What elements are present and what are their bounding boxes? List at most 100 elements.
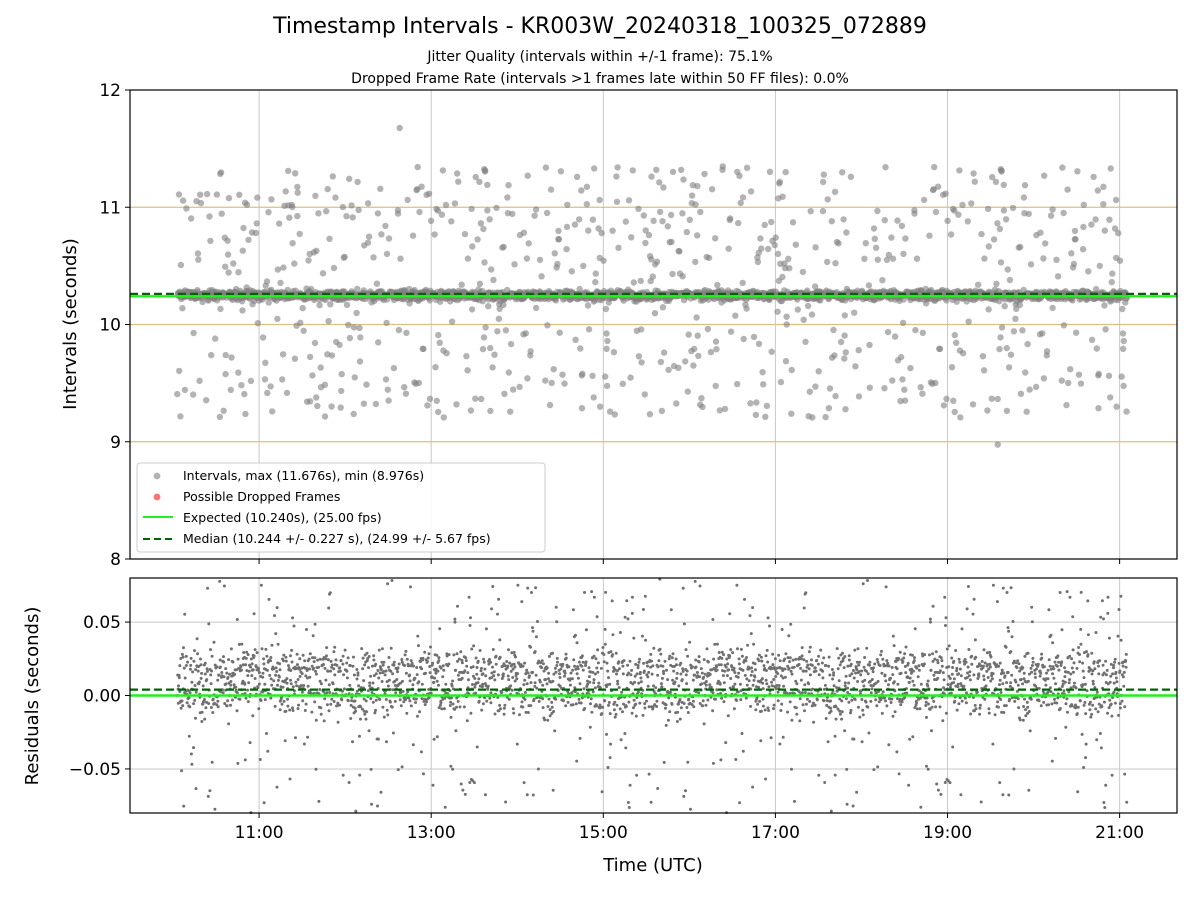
residual-point (380, 647, 384, 651)
residual-point (457, 657, 461, 661)
residual-point (611, 633, 615, 637)
residual-point (265, 732, 268, 735)
interval-point (1047, 212, 1055, 219)
interval-point (934, 183, 942, 190)
residual-point (649, 652, 653, 656)
residual-point (229, 703, 232, 707)
residual-point (392, 663, 396, 667)
residual-point (792, 665, 796, 669)
residual-point (823, 781, 827, 784)
interval-point (664, 223, 671, 230)
interval-point (758, 245, 765, 252)
interval-point (217, 305, 224, 313)
interval-point (511, 261, 518, 268)
residual-point (390, 579, 394, 582)
residual-point (510, 688, 514, 692)
residual-point (291, 706, 294, 710)
residual-point (715, 665, 718, 669)
residual-point (206, 586, 210, 590)
residual-point (234, 685, 238, 689)
interval-point (238, 382, 245, 389)
residual-point (435, 653, 439, 657)
residual-point (502, 706, 506, 710)
residual-point (222, 655, 225, 659)
residual-point (617, 660, 621, 664)
residual-point (302, 684, 306, 687)
residual-point (836, 667, 840, 671)
residual-point (711, 618, 715, 621)
interval-point (667, 211, 675, 219)
residual-point (348, 683, 352, 687)
residual-point (639, 676, 643, 680)
residual-point (334, 658, 338, 662)
interval-point (1090, 173, 1097, 181)
residual-point (632, 698, 636, 702)
interval-point (461, 230, 469, 238)
residual-point (244, 696, 248, 700)
residual-point (380, 680, 384, 683)
interval-point (956, 167, 963, 174)
residual-point (429, 691, 433, 695)
residual-point (285, 677, 289, 681)
residual-point (206, 794, 210, 798)
residual-point (481, 702, 485, 706)
interval-point (294, 189, 301, 196)
interval-point (603, 345, 610, 352)
interval-point (680, 176, 687, 183)
residual-point (437, 656, 441, 660)
interval-point (936, 345, 944, 353)
interval-point (840, 216, 847, 223)
interval-point (550, 366, 557, 373)
interval-point (291, 260, 298, 267)
residual-point (580, 654, 584, 658)
residual-point (525, 793, 529, 797)
residual-point (338, 703, 341, 707)
residual-point (559, 667, 563, 671)
residual-point (359, 717, 362, 721)
interval-point (779, 273, 786, 281)
residual-point (415, 673, 419, 677)
residual-point (400, 658, 404, 661)
residual-point (547, 697, 551, 701)
residual-point (592, 595, 596, 599)
residual-point (814, 669, 818, 673)
interval-point (175, 191, 183, 198)
interval-point (1017, 390, 1025, 397)
residual-point (834, 717, 838, 721)
interval-point (279, 376, 286, 383)
residual-point (804, 591, 808, 595)
residual-point (194, 690, 198, 694)
residual-point (724, 665, 728, 669)
residual-point (681, 586, 685, 590)
interval-point (732, 312, 739, 319)
residual-point (276, 683, 279, 687)
residual-point (439, 701, 443, 705)
residual-point (702, 722, 706, 726)
interval-point (656, 179, 663, 186)
residual-point (382, 715, 386, 719)
interval-point (740, 335, 747, 343)
interval-point (911, 210, 918, 217)
interval-point (241, 390, 248, 398)
interval-point (559, 371, 566, 378)
residual-point (822, 699, 826, 703)
interval-point (458, 281, 465, 288)
residual-point (327, 606, 331, 610)
residual-point (679, 706, 683, 710)
interval-point (1003, 344, 1010, 352)
interval-point (994, 220, 1001, 227)
residual-point (211, 711, 215, 714)
residual-point (308, 667, 311, 671)
interval-point (788, 410, 795, 417)
residual-point (494, 654, 498, 658)
interval-point (852, 363, 859, 370)
interval-point (1026, 386, 1033, 393)
interval-point (501, 390, 508, 397)
residual-point (547, 654, 551, 658)
residual-point (278, 668, 282, 672)
interval-point (481, 259, 488, 266)
residual-point (205, 667, 209, 671)
interval-point (488, 266, 495, 273)
residual-point (435, 679, 439, 683)
residual-point (200, 671, 204, 675)
